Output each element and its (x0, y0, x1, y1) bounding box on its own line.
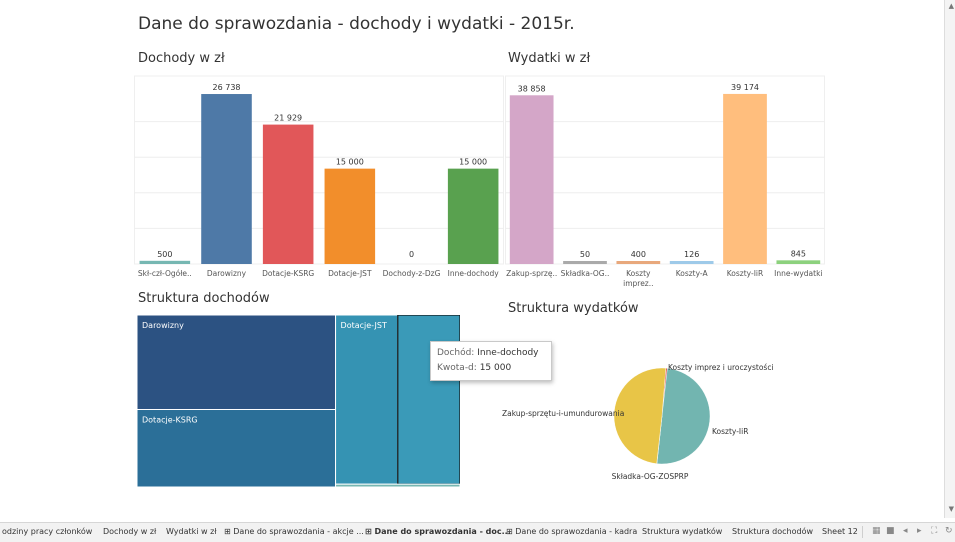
bar-1 (563, 261, 607, 264)
pie-slice-3 (613, 367, 667, 464)
dashboard-grid-icon: ⊞ (224, 527, 234, 536)
show-sheet-sorter-icon[interactable]: ▦ (872, 526, 881, 536)
bar-value-label: 126 (684, 250, 699, 259)
tooltip-value-1: Inne-dochody (477, 348, 539, 358)
tab-sheet-2[interactable]: Dochody w zł (103, 527, 157, 536)
bar-0 (509, 95, 554, 265)
treemap-cell-label: Dotacje-KSRG (142, 415, 198, 424)
bar-value-label: 15 000 (459, 158, 487, 167)
pie-slice-label: Składka-OG-ZOSPRP (612, 472, 689, 481)
bar-value-label: 50 (580, 250, 590, 259)
x-tick-label: Skł-czł-Ogółe.. (138, 269, 192, 278)
bar-value-label: 500 (157, 250, 172, 259)
bar-3 (324, 168, 376, 264)
bar-value-label: 15 000 (336, 158, 364, 167)
show-filmstrip-icon[interactable]: ■ (886, 526, 895, 536)
scroll-tabs-left-icon[interactable]: ◂ (903, 526, 908, 536)
x-tick-label: imprez.. (623, 279, 653, 288)
tab-sheet-1[interactable]: odziny pracy członków (2, 527, 93, 536)
tab-sheet-8[interactable]: Struktura dochodów (732, 527, 813, 536)
fullscreen-icon[interactable]: ⛶ (931, 526, 938, 536)
bar-value-label: 39 174 (731, 83, 759, 92)
pie-slice-label: Zakup-sprzętu-i-umundurowania (502, 409, 624, 418)
treemap-cell-4 (335, 483, 460, 487)
bar-2 (616, 261, 661, 264)
tab-label: Dane do sprawozdania - akcje ... (233, 527, 364, 536)
tooltip-value-2: 15 000 (479, 363, 512, 373)
bar-3 (669, 261, 714, 264)
scroll-up-icon[interactable]: ▲ (948, 2, 954, 10)
sheet-tab-bar: odziny pracy członków Dochody w zł Wydat… (0, 522, 955, 542)
bar-value-label: 38 858 (518, 84, 546, 93)
bar-value-label: 0 (409, 250, 414, 259)
bar-2 (262, 124, 314, 265)
bar-value-label: 26 738 (213, 83, 241, 92)
pie-slice-label: Koszty imprez i uroczystości (668, 363, 774, 372)
treemap-cell-label: Darowizny (142, 321, 184, 330)
refresh-icon[interactable]: ↻ (945, 526, 953, 536)
bar-value-label: 21 929 (274, 114, 302, 123)
expense-structure-title: Struktura wydatków (508, 301, 639, 316)
x-tick-label: Inne-dochody (448, 269, 500, 278)
pie-slice-1 (656, 368, 711, 465)
bar-5 (447, 168, 499, 264)
bar-0 (139, 260, 191, 264)
x-tick-label: Składka-OG.. (561, 269, 610, 278)
bar-5 (776, 260, 821, 264)
expense-bar-chart[interactable]: 38 858 Zakup-sprzę.. 50 Składka-OG.. 400 Kosz… (505, 72, 825, 290)
income-treemap[interactable]: Darowizny Dotacje-KSRG Dotacje-JST (137, 315, 460, 487)
tab-label: Dane do sprawozdania - doc... (374, 527, 511, 536)
pie-slice-label: Koszty-IiR (712, 427, 748, 436)
expense-pie-chart[interactable]: Koszty imprez i uroczystości Koszty-IiR Sk… (490, 350, 800, 490)
bar-1 (201, 94, 252, 265)
x-tick-label: Dotacje-KSRG (262, 269, 314, 278)
dashboard-grid-icon: ⊞ (506, 527, 516, 536)
hover-tooltip: Dochód: Inne-dochody Kwota-d: 15 000 (430, 341, 552, 381)
chart-frame (134, 75, 504, 265)
dashboard-grid-icon: ⊞ (365, 527, 375, 536)
tab-dashboard-akcje[interactable]: ⊞ Dane do sprawozdania - akcje ... (224, 527, 364, 536)
income-structure-title: Struktura dochodów (138, 291, 270, 306)
tab-label: Dane do sprawozdania - kadra (515, 527, 638, 536)
x-tick-label: Dotacje-JST (328, 269, 372, 278)
scroll-tabs-right-icon[interactable]: ▸ (917, 526, 922, 536)
tooltip-key-1: Dochód: (437, 348, 475, 358)
x-tick-label: Darowizny (207, 269, 247, 278)
expense-chart-title: Wydatki w zł (508, 51, 591, 66)
tooltip-key-2: Kwota-d: (437, 363, 477, 373)
bar-4 (723, 93, 767, 264)
x-tick-label: Inne-wydatki (774, 269, 822, 278)
scroll-down-icon[interactable]: ▼ (948, 505, 954, 513)
treemap-cell-label: Dotacje-JST (341, 321, 387, 330)
tab-dashboard-kadra[interactable]: ⊞ Dane do sprawozdania - kadra (506, 527, 637, 536)
dashboard-title: Dane do sprawozdania - dochody i wydatki… (138, 14, 575, 34)
tab-sheet-9[interactable]: Sheet 12 (822, 527, 858, 536)
income-bar-chart[interactable]: 500 Skł-czł-Ogółe.. 26 738 Darowizny 21 929 D… (134, 72, 504, 290)
bar-value-label: 845 (791, 249, 806, 258)
tab-separator (862, 526, 863, 538)
x-tick-label: Koszty-A (676, 269, 709, 278)
income-chart-title: Dochody w zł (138, 51, 225, 66)
tab-sheet-3[interactable]: Wydatki w zł (166, 527, 217, 536)
x-tick-label: Koszty (626, 269, 651, 278)
tab-dashboard-dochody-active[interactable]: ⊞ Dane do sprawozdania - doc... (365, 527, 511, 536)
x-tick-label: Zakup-sprzę.. (506, 269, 557, 278)
bar-value-label: 400 (631, 250, 646, 259)
tab-sheet-7[interactable]: Struktura wydatków (642, 527, 723, 536)
treemap-cell-2 (335, 315, 399, 485)
x-tick-label: Koszty-IiR (727, 269, 763, 278)
x-tick-label: Dochody-z-DzG (383, 269, 441, 278)
chart-frame (505, 75, 825, 265)
vertical-scrollbar[interactable] (944, 0, 955, 518)
